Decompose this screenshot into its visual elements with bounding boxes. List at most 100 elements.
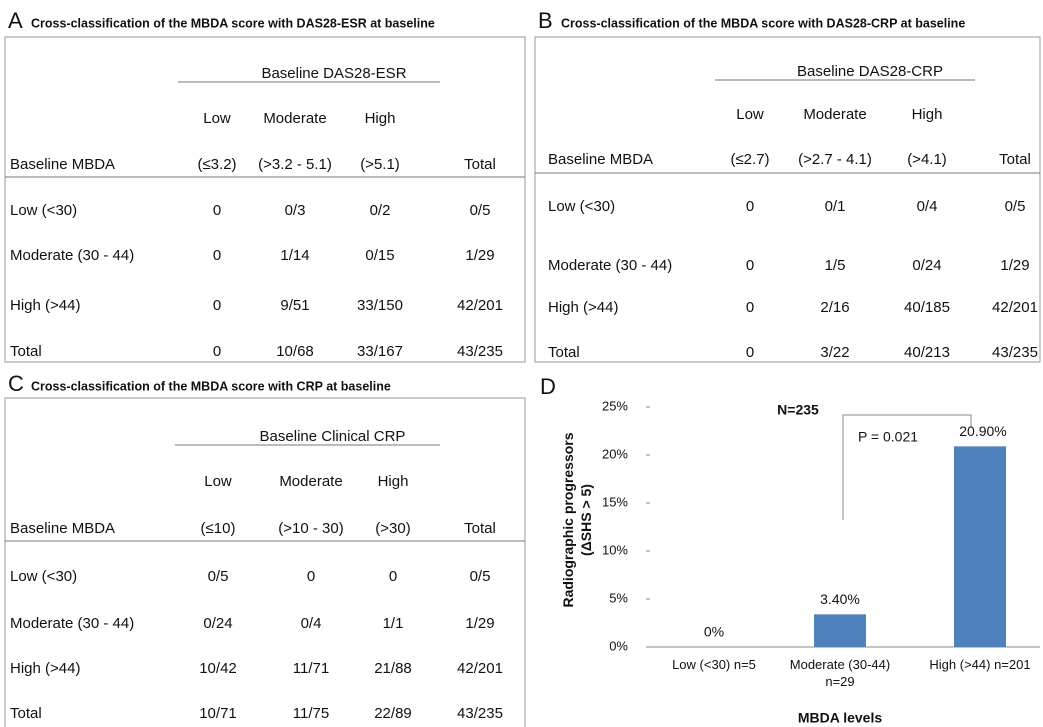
y-tick-label: 5% [609,590,628,605]
table-cell: 0 [389,568,397,585]
y-tick-label: 0% [609,638,628,653]
table-cell: High (>44) [10,660,80,677]
table-cell: 0 [213,202,221,219]
table-cell: 0 [746,299,754,316]
x-tick-label: High (>44) n=201 [929,657,1031,672]
header-cell: (≤10) [201,520,236,537]
y-tick-label: 25% [602,398,628,413]
table-border [534,36,1041,363]
table-cell: 0/2 [370,202,391,219]
table-border [4,397,526,727]
table-cell: 1/29 [1000,257,1029,274]
table-cell: 0/15 [365,247,394,264]
header-top: High [365,110,396,127]
bar [814,614,866,647]
table-cell: 0 [213,297,221,314]
table-cell: 0/1 [825,198,846,215]
header-cell: Total [464,156,496,173]
table-cell: Low (<30) [10,568,77,585]
header-top: Moderate [263,110,326,127]
table-cell: 1/29 [465,247,494,264]
header-cell: (>4.1) [907,151,947,168]
table-cell: 0/5 [470,202,491,219]
table-cell: 0/5 [470,568,491,585]
group-header: Baseline Clinical CRP [260,428,406,445]
header-cell: Total [464,520,496,537]
header-cell: (≤2.7) [730,151,769,168]
significance-bracket [842,414,972,520]
header-cell: (>2.7 - 4.1) [798,151,872,168]
header-cell: Total [999,151,1031,168]
header-top: Moderate [803,106,866,123]
header-top: Low [203,110,231,127]
header-cell: (>3.2 - 5.1) [258,156,332,173]
table-cell: Total [10,343,42,360]
table-cell: 0/5 [1005,198,1026,215]
table-cell: Low (<30) [10,202,77,219]
table-cell: 40/213 [904,344,950,361]
value-label: 3.40% [820,591,860,607]
table-cell: 0/24 [203,615,232,632]
table-cell: High (>44) [10,297,80,314]
table-cell: 0/5 [208,568,229,585]
table-cell: Moderate (30 - 44) [10,247,134,264]
table-cell: 0 [746,257,754,274]
header-cell: Baseline MBDA [10,520,115,537]
y-tick-label: 20% [602,446,628,461]
table-cell: Moderate (30 - 44) [548,257,672,274]
header-top: High [378,473,409,490]
y-axis-label-line: Radiographic progressors [560,432,576,607]
table-cell: 40/185 [904,299,950,316]
x-axis-label: MBDA levels [798,710,883,726]
table-cell: 43/235 [457,343,503,360]
header-top: Low [204,473,232,490]
x-tick-label: Moderate (30-44) n=29 [789,657,891,689]
value-label: 0% [704,624,724,640]
table-cell: 0/4 [301,615,322,632]
table-cell: 0/3 [285,202,306,219]
header-top: High [912,106,943,123]
table-cell: 0 [213,247,221,264]
value-label: 20.90% [959,423,1006,439]
table-cell: Total [10,705,42,722]
x-tick-label: Low (<30) n=5 [672,657,756,672]
table-cell: 0 [213,343,221,360]
chart-title: N=235 [777,402,819,418]
bar [954,446,1006,647]
table-cell: 0 [307,568,315,585]
table-cell: 43/235 [457,705,503,722]
table-cell: 0/4 [917,198,938,215]
panel-letter: B [538,8,553,33]
table-cell: 0/24 [912,257,941,274]
y-tick-label: 15% [602,494,628,509]
y-axis-label-line: (ΔSHS > 5) [578,484,594,556]
header-cell: (>30) [375,520,410,537]
table-border [4,36,526,363]
table-cell: Low (<30) [548,198,615,215]
header-cell: Baseline MBDA [10,156,115,173]
table-cell: 11/75 [293,705,329,722]
table-cell: 1/29 [465,615,494,632]
table-cell: 33/167 [357,343,403,360]
header-cell: (≤3.2) [197,156,236,173]
group-header: Baseline DAS28-ESR [261,65,406,82]
table-cell: 0 [746,344,754,361]
header-cell: (>10 - 30) [278,520,343,537]
table-cell: High (>44) [548,299,618,316]
table-cell: 43/235 [992,344,1038,361]
panel-letter: C [8,371,24,396]
table-cell: 2/16 [820,299,849,316]
table-cell: 42/201 [457,660,503,677]
y-axis-label: Radiographic progressors (ΔSHS > 5) [560,432,594,607]
table-cell: 10/71 [199,705,237,722]
table-cell: 33/150 [357,297,403,314]
table-cell: 42/201 [457,297,503,314]
table-cell: Moderate (30 - 44) [10,615,134,632]
table-cell: 21/88 [374,660,412,677]
table-cell: 10/42 [199,660,237,677]
table-cell: 1/1 [383,615,404,632]
annotation: P = 0.021 [858,429,918,445]
panel-title: Cross-classification of the MBDA score w… [31,379,391,393]
table-cell: 9/51 [280,297,309,314]
